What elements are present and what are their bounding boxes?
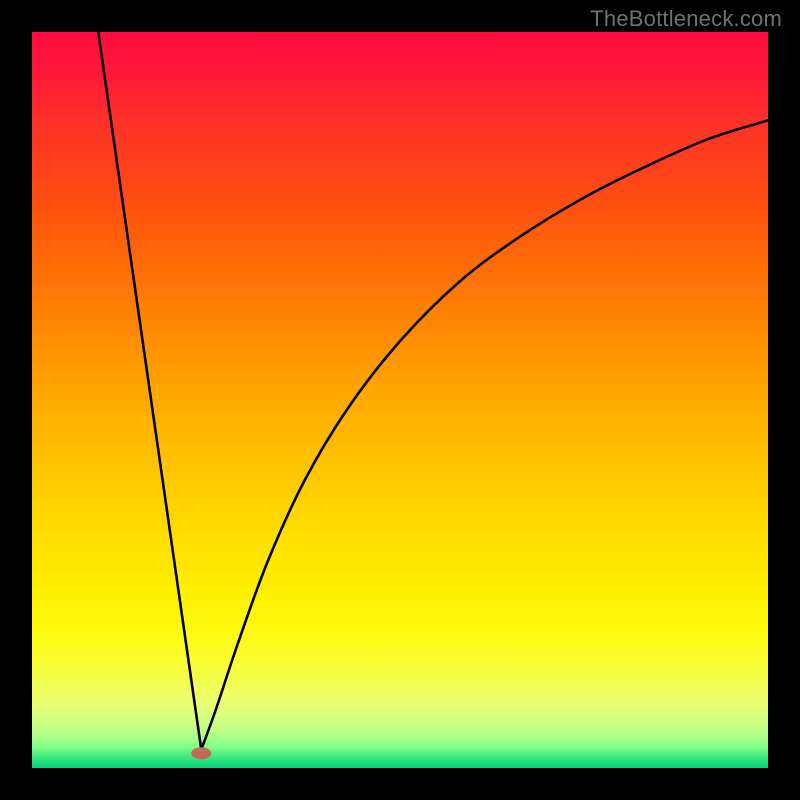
plot-area bbox=[32, 32, 768, 768]
watermark-text: TheBottleneck.com bbox=[590, 6, 782, 32]
chart-svg bbox=[32, 32, 768, 768]
gradient-background bbox=[32, 32, 768, 768]
chart-frame: TheBottleneck.com bbox=[0, 0, 800, 800]
optimum-marker bbox=[191, 747, 211, 759]
